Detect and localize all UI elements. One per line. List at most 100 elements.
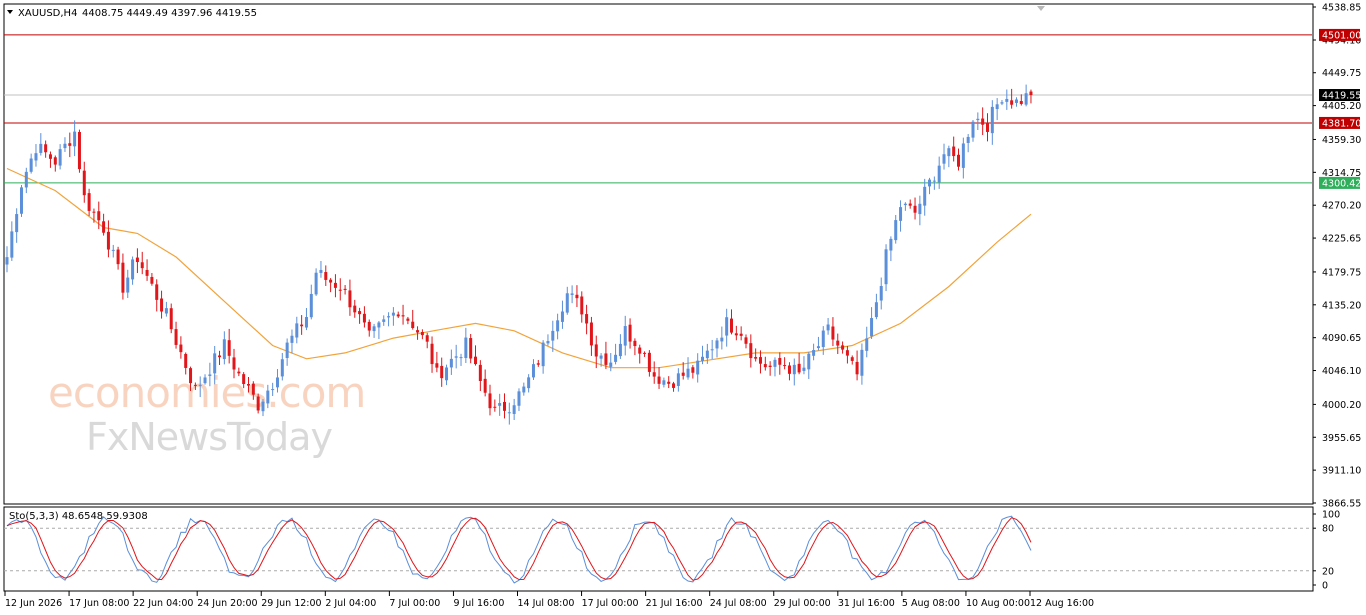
time-tick-label: 21 Jul 16:00 [646,598,703,609]
candle-body [435,363,439,368]
candle [715,337,719,358]
candle [884,244,888,292]
price-tick-label: 4046.10 [1322,366,1361,377]
candle [522,382,526,396]
candle-body [734,333,738,336]
candle-body [126,277,130,293]
candle-body [594,344,598,357]
main-chart-frame [3,3,1314,505]
stochastic-tick-label: 80 [1322,524,1334,535]
stochastic-signal-line [6,517,1032,581]
candle [623,315,627,356]
candle [710,339,714,360]
candle-body [763,364,767,368]
candle [797,352,801,375]
candle [329,278,333,293]
candle [667,376,671,389]
candle-body [773,359,777,367]
price-tick-label: 4135.20 [1322,300,1361,311]
candle-body [218,355,222,358]
candle [966,134,970,153]
candle [362,306,366,328]
candle-body [160,298,164,312]
candle [227,328,231,364]
time-axis[interactable]: 12 Jun 2026 17 Jun 08:00 22 Jun 04:00 24 Ju… [4,591,1094,609]
time-tick-label: 5 Aug 08:00 [902,598,960,609]
candle-body [705,350,709,359]
candle-body [48,154,52,159]
candle [739,326,743,341]
candle [435,351,439,373]
candle-body [10,231,14,258]
candle-body [343,288,347,290]
candle [652,361,656,384]
candle-body [189,368,193,384]
candle [155,279,159,312]
last-price-tag: 4419.55 [1322,91,1361,102]
candle-body [672,383,676,388]
candle [174,321,178,349]
candle [464,327,468,364]
candle [643,351,647,357]
time-tick-label: 12 Jun 2026 [5,598,62,609]
candle [121,253,125,300]
candle-body [691,367,695,373]
candle [459,353,463,366]
price-axis[interactable]: 4538.85 4494.10 4449.75 4405.20 4359.30 4314.… [1313,3,1361,510]
candle [541,340,545,374]
candle-body [155,284,159,300]
price-tick-label: 4270.20 [1322,201,1361,212]
candle-body [889,238,893,251]
candle [937,156,941,189]
candle-body [879,286,883,301]
candle [353,299,357,318]
candle [483,369,487,397]
candle [106,220,110,258]
price-tick-label: 3911.10 [1322,466,1361,477]
candle-body [208,374,212,376]
candle-body [416,330,420,333]
candle-body [565,293,569,313]
candle [44,140,48,158]
candle-body [696,360,700,375]
candle [870,307,874,339]
candle-body [391,312,395,316]
candle-body [285,342,289,358]
candle [589,316,593,356]
candle-body [652,372,656,377]
candle-body [493,406,497,408]
candle-body [884,249,888,285]
candle [517,388,521,411]
candle-body [874,302,878,318]
candle-body [164,308,168,314]
candle [556,313,560,340]
time-tick-label: 2 Jul 04:00 [325,598,376,609]
candle-body [855,361,859,375]
candle [222,331,226,365]
candle-body [348,290,352,308]
candle-body [73,131,77,147]
candle-body [92,211,96,213]
candle [271,382,275,397]
candle [82,161,86,203]
candle-body [1014,99,1018,103]
stochastic-tick-label: 20 [1322,566,1334,577]
candle-body [406,318,410,321]
candle [382,315,386,326]
candle [261,399,265,417]
symbol-dropdown-icon[interactable] [7,10,13,14]
price-tick-label: 4538.85 [1322,3,1361,14]
candle [338,278,342,301]
time-tick-label: 29 Jul 00:00 [774,598,831,609]
candle-body [816,346,820,349]
candle-body [643,352,647,354]
shift-marker-icon[interactable] [1037,6,1045,11]
candle-body [97,211,101,221]
candle [58,144,62,170]
candle-body [271,389,275,391]
candle [551,320,555,352]
candle [1029,89,1033,104]
candle [218,350,222,365]
price-tick-label: 4405.20 [1322,101,1361,112]
